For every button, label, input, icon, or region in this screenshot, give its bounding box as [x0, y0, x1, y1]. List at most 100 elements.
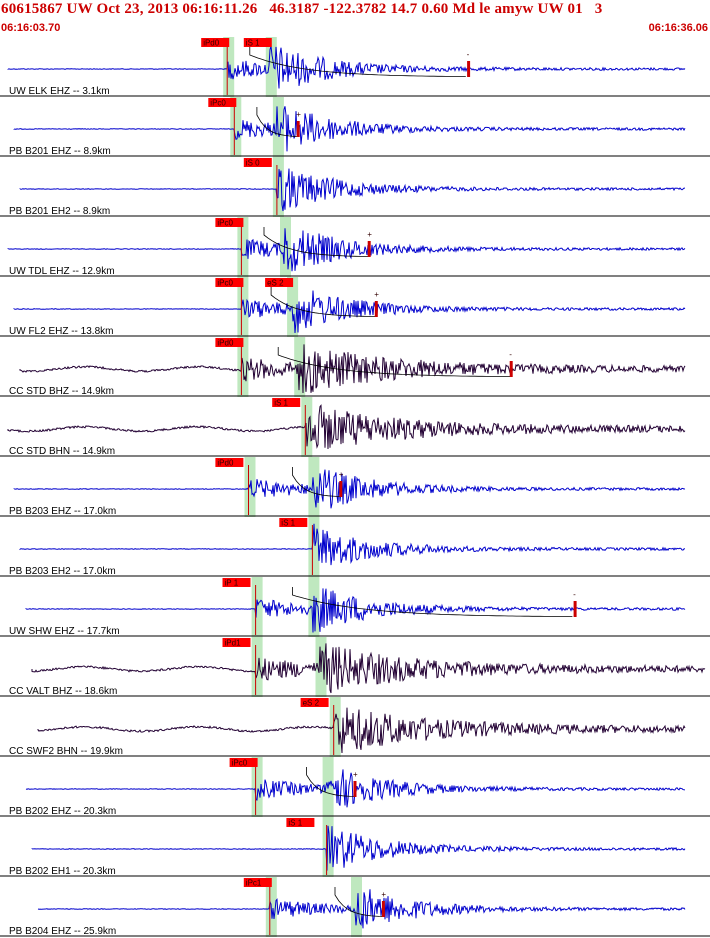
pick-tag-label: eS 2 — [303, 699, 320, 708]
trace-panel[interactable]: - iPd0 CC STD BHZ -- 14.9km — [0, 338, 710, 397]
event-title: 60615867 UW Oct 23, 2013 06:16:11.26 46.… — [1, 1, 603, 17]
trace-panel[interactable]: + iPd0 PB B203 EHZ -- 17.0km — [0, 458, 710, 517]
trace-panel[interactable]: iS 1 PB B203 EH2 -- 17.0km — [0, 518, 710, 577]
pick-tag-label: iS 1 — [274, 399, 288, 408]
pick-tag[interactable]: iPc1 — [243, 878, 272, 888]
station-label: CC VALT BHZ -- 18.6km — [9, 686, 117, 697]
trace-panel[interactable]: + iPc0 PB B201 EHZ -- 8.9km — [0, 98, 710, 157]
coda-sign: + — [374, 290, 379, 299]
p-pick-window — [322, 817, 334, 877]
coda-envelope — [277, 347, 511, 377]
coda-sign: + — [353, 770, 358, 779]
pick-tag[interactable]: eS 2 — [265, 278, 294, 288]
waveform — [25, 588, 686, 633]
trace-panel[interactable]: + iPc0 PB B202 EHZ -- 20.3km — [0, 758, 710, 817]
station-label: PB B204 EHZ -- 25.9km — [9, 926, 116, 937]
s-pick-window — [272, 97, 284, 157]
pick-tag[interactable]: iS 1 — [279, 518, 308, 528]
coda-sign: + — [367, 230, 372, 239]
event-header: 60615867 UW Oct 23, 2013 06:16:11.26 46.… — [0, 0, 710, 35]
trace-panel[interactable]: - iPd0 iS 1 UW ELK EHZ -- 3.1km — [0, 38, 710, 97]
waveform — [19, 344, 686, 394]
coda-sign: - — [573, 590, 576, 599]
pick-tag-box — [243, 38, 272, 47]
p-pick-window — [251, 757, 263, 817]
coda-envelope — [263, 227, 369, 257]
pick-tag[interactable]: iP 1 — [222, 578, 251, 588]
pick-tag-box — [215, 338, 244, 347]
pick-tag-box — [215, 278, 244, 287]
trace-panel[interactable]: iS 1 CC STD BHN -- 14.9km — [0, 398, 710, 457]
waveform — [7, 45, 686, 89]
seismogram-plot[interactable]: - iPd0 iS 1 UW ELK EHZ -- 3.1km + iPc0 PB B201… — [0, 35, 710, 938]
pick-tag[interactable]: iPc0 — [215, 218, 244, 228]
waveform — [7, 228, 686, 272]
pick-tag-label: iS 1 — [246, 39, 260, 48]
pick-tag-label: eS 2 — [267, 279, 284, 288]
pick-tag-label: iPd0 — [217, 339, 234, 348]
pick-tag-box — [243, 878, 272, 887]
waveform — [19, 168, 685, 212]
pick-tag-label: iPd0 — [203, 39, 220, 48]
pick-tag-label: iPc0 — [232, 759, 248, 768]
coda-sign: - — [467, 50, 470, 59]
pick-tag[interactable]: iPd0 — [201, 38, 230, 48]
pick-tag-box — [279, 518, 308, 527]
s-pick-window — [265, 37, 277, 97]
p-pick-window — [230, 97, 242, 157]
pick-tag-box — [286, 818, 315, 827]
trace-panel[interactable]: + iPc1 PB B204 EHZ -- 25.9km — [0, 878, 710, 937]
pick-tag-box — [208, 98, 237, 107]
p-pick-window — [251, 577, 263, 637]
waveform — [31, 643, 706, 694]
pick-tag-label: iS 0 — [246, 159, 260, 168]
trace-panel[interactable]: - iP 1 UW SHW EHZ -- 17.7km — [0, 578, 710, 637]
coda-envelope — [334, 887, 384, 917]
p-pick-window — [237, 217, 249, 277]
waveform — [13, 106, 686, 152]
trace-panel[interactable]: eS 2 CC SWF2 BHN -- 19.9km — [0, 698, 710, 757]
station-label: UW FL2 EHZ -- 13.8km — [9, 326, 113, 337]
station-label: PB B203 EHZ -- 17.0km — [9, 506, 116, 517]
pick-tag[interactable]: iS 0 — [243, 158, 272, 168]
station-label: UW TDL EHZ -- 12.9km — [9, 266, 115, 277]
pick-tag-label: iPc1 — [246, 879, 262, 888]
pick-tag[interactable]: iPc0 — [208, 98, 237, 108]
pick-tag[interactable]: iPd0 — [215, 338, 244, 348]
pick-tag[interactable]: iPc0 — [215, 278, 244, 288]
trace-panel[interactable]: iPd1 CC VALT BHZ -- 18.6km — [0, 638, 710, 697]
coda-envelope — [249, 47, 466, 77]
pick-tag[interactable]: iS 1 — [243, 38, 272, 48]
trace-panel[interactable]: + iPc0 eS 2 UW FL2 EHZ -- 13.8km — [0, 278, 710, 337]
window-end-time: 06:16:36.06 — [648, 22, 708, 34]
station-label: CC SWF2 BHN -- 19.9km — [9, 746, 123, 757]
pick-tag-label: iS 1 — [288, 819, 302, 828]
pick-tag[interactable]: iS 1 — [272, 398, 301, 408]
waveform — [13, 290, 686, 334]
waveform — [37, 889, 686, 929]
pick-tag[interactable]: iPd1 — [222, 638, 251, 648]
pick-tag-box — [265, 278, 294, 287]
trace-panel[interactable]: iS 0 PB B201 EH2 -- 8.9km — [0, 158, 710, 217]
coda-sign: - — [509, 350, 512, 359]
station-label: CC STD BHZ -- 14.9km — [9, 386, 114, 397]
station-label: PB B203 EH2 -- 17.0km — [9, 566, 116, 577]
pick-tag-label: iPc0 — [217, 279, 233, 288]
pick-tag-box — [222, 578, 251, 587]
trace-panel[interactable]: iS 1 PB B202 EH1 -- 20.3km — [0, 818, 710, 877]
pick-tag-box — [222, 638, 251, 647]
pick-tag[interactable]: iPd0 — [215, 458, 244, 468]
pick-tag-label: iPd0 — [217, 459, 234, 468]
pick-tag[interactable]: iS 1 — [286, 818, 315, 828]
trace-panel[interactable]: + iPc0 UW TDL EHZ -- 12.9km — [0, 218, 710, 277]
coda-sign: + — [296, 110, 301, 119]
pick-tag-box — [243, 158, 272, 167]
pick-tag-label: iPc0 — [217, 219, 233, 228]
station-label: PB B202 EH1 -- 20.3km — [9, 866, 116, 877]
pick-tag-box — [215, 218, 244, 227]
pick-tag-box — [300, 698, 329, 707]
pick-tag[interactable]: iPc0 — [229, 758, 258, 768]
pick-tag[interactable]: eS 2 — [300, 698, 329, 708]
pick-tag-box — [229, 758, 258, 767]
pick-tag-label: iPd1 — [225, 639, 242, 648]
